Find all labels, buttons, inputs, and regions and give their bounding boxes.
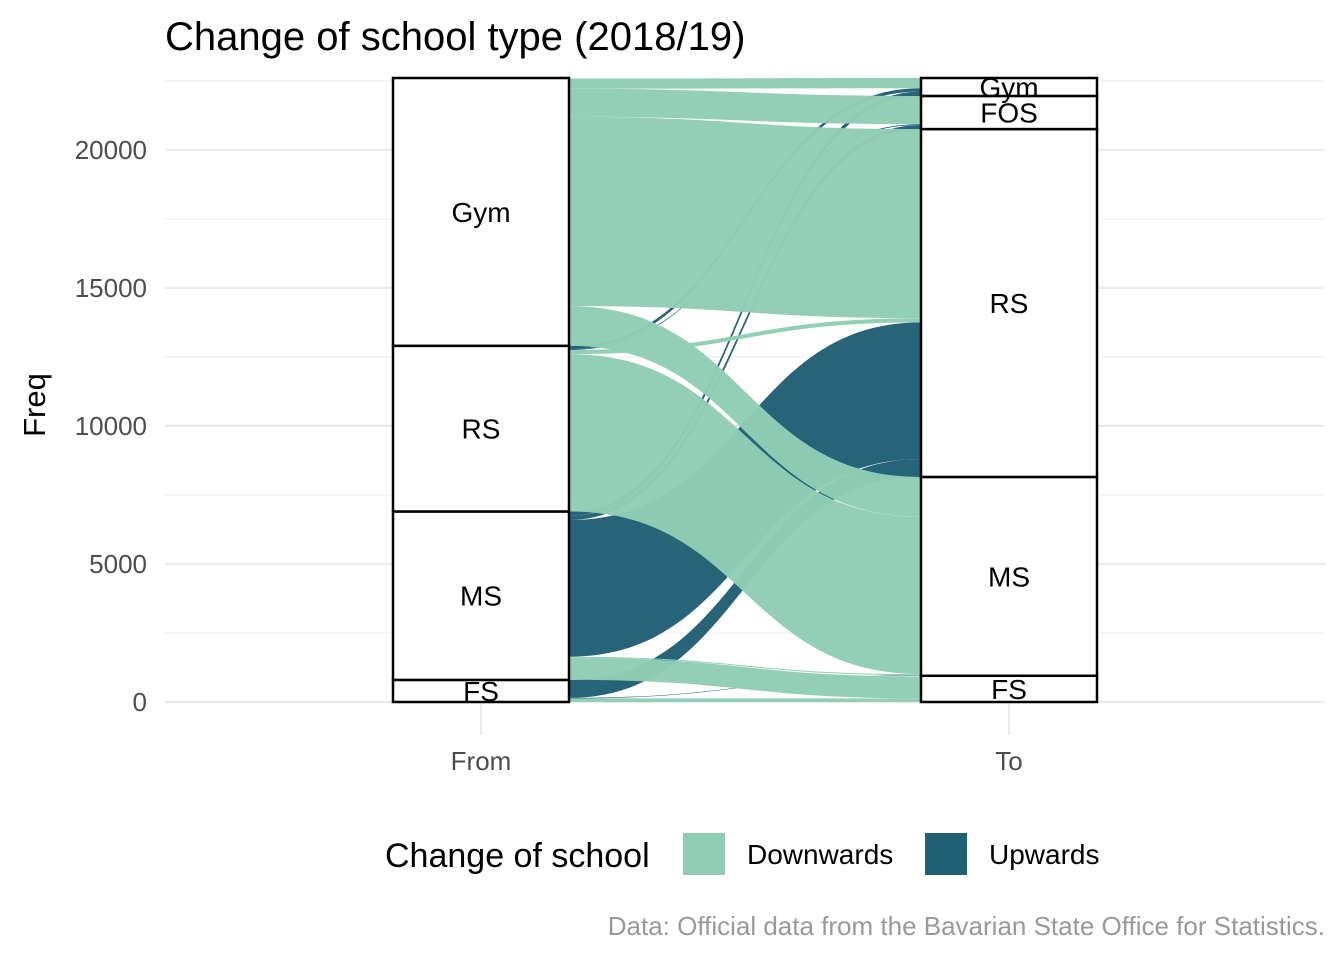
stratum-to-ms — [919, 475, 1099, 678]
stratum-from-rs — [391, 344, 571, 513]
stratum-label-to-ms: MS — [988, 561, 1030, 592]
stratum-label-to-rs: RS — [990, 288, 1029, 319]
stratum-label-from-gym: Gym — [451, 197, 510, 228]
flow-ms-to-fs — [569, 657, 921, 699]
y-tick-label-1: 5000 — [89, 549, 147, 579]
stratum-from-gym — [391, 76, 571, 348]
flow-gym-to-fos — [569, 88, 921, 125]
stratum-to-rs — [919, 127, 1099, 479]
stratum-label-to-fos: FOS — [980, 98, 1038, 129]
flow-ms-to-fos — [569, 124, 921, 521]
flow-gym-to-gym — [569, 78, 921, 89]
legend-title: Change of school — [385, 837, 650, 875]
flow-gym-to-ms — [569, 306, 921, 517]
y-tick-label-4: 20000 — [75, 135, 147, 165]
flows — [569, 78, 921, 702]
y-tick-label-2: 10000 — [75, 411, 147, 441]
stratum-label-to-gym: Gym — [979, 72, 1038, 103]
legend-key-upwards — [925, 833, 967, 875]
y-tick-label-3: 15000 — [75, 273, 147, 303]
chart-title: Change of school type (2018/19) — [165, 15, 745, 59]
flow-ms-to-ms — [569, 656, 921, 676]
flow-gym-to-rs — [569, 116, 921, 319]
stratum-label-from-rs: RS — [462, 414, 501, 445]
flow-rs-to-ms — [569, 354, 921, 675]
stratum-label-to-fs: FS — [991, 674, 1027, 705]
y-axis: 0 5000 10000 15000 20000 — [75, 135, 147, 717]
stratum-to-fos — [919, 94, 1099, 131]
legend-label-upwards: Upwards — [989, 839, 1099, 870]
chart-caption: Data: Official data from the Bavarian St… — [608, 911, 1325, 941]
stratum-to-gym — [919, 76, 1099, 98]
x-tick-label-to: To — [995, 746, 1022, 776]
legend-key-downwards — [683, 833, 725, 875]
legend: Change of school Downwards Upwards — [385, 833, 1099, 875]
x-tick-label-from: From — [451, 746, 512, 776]
flow-rs-to-rs — [569, 318, 921, 355]
y-tick-label-0: 0 — [133, 687, 147, 717]
legend-label-downwards: Downwards — [747, 839, 893, 870]
stratum-label-from-ms: MS — [460, 581, 502, 612]
stratum-from-ms — [391, 510, 571, 682]
flow-fs-to-fs — [569, 698, 921, 702]
x-axis: From To — [451, 746, 1023, 776]
y-axis-title: Freq — [17, 373, 52, 437]
